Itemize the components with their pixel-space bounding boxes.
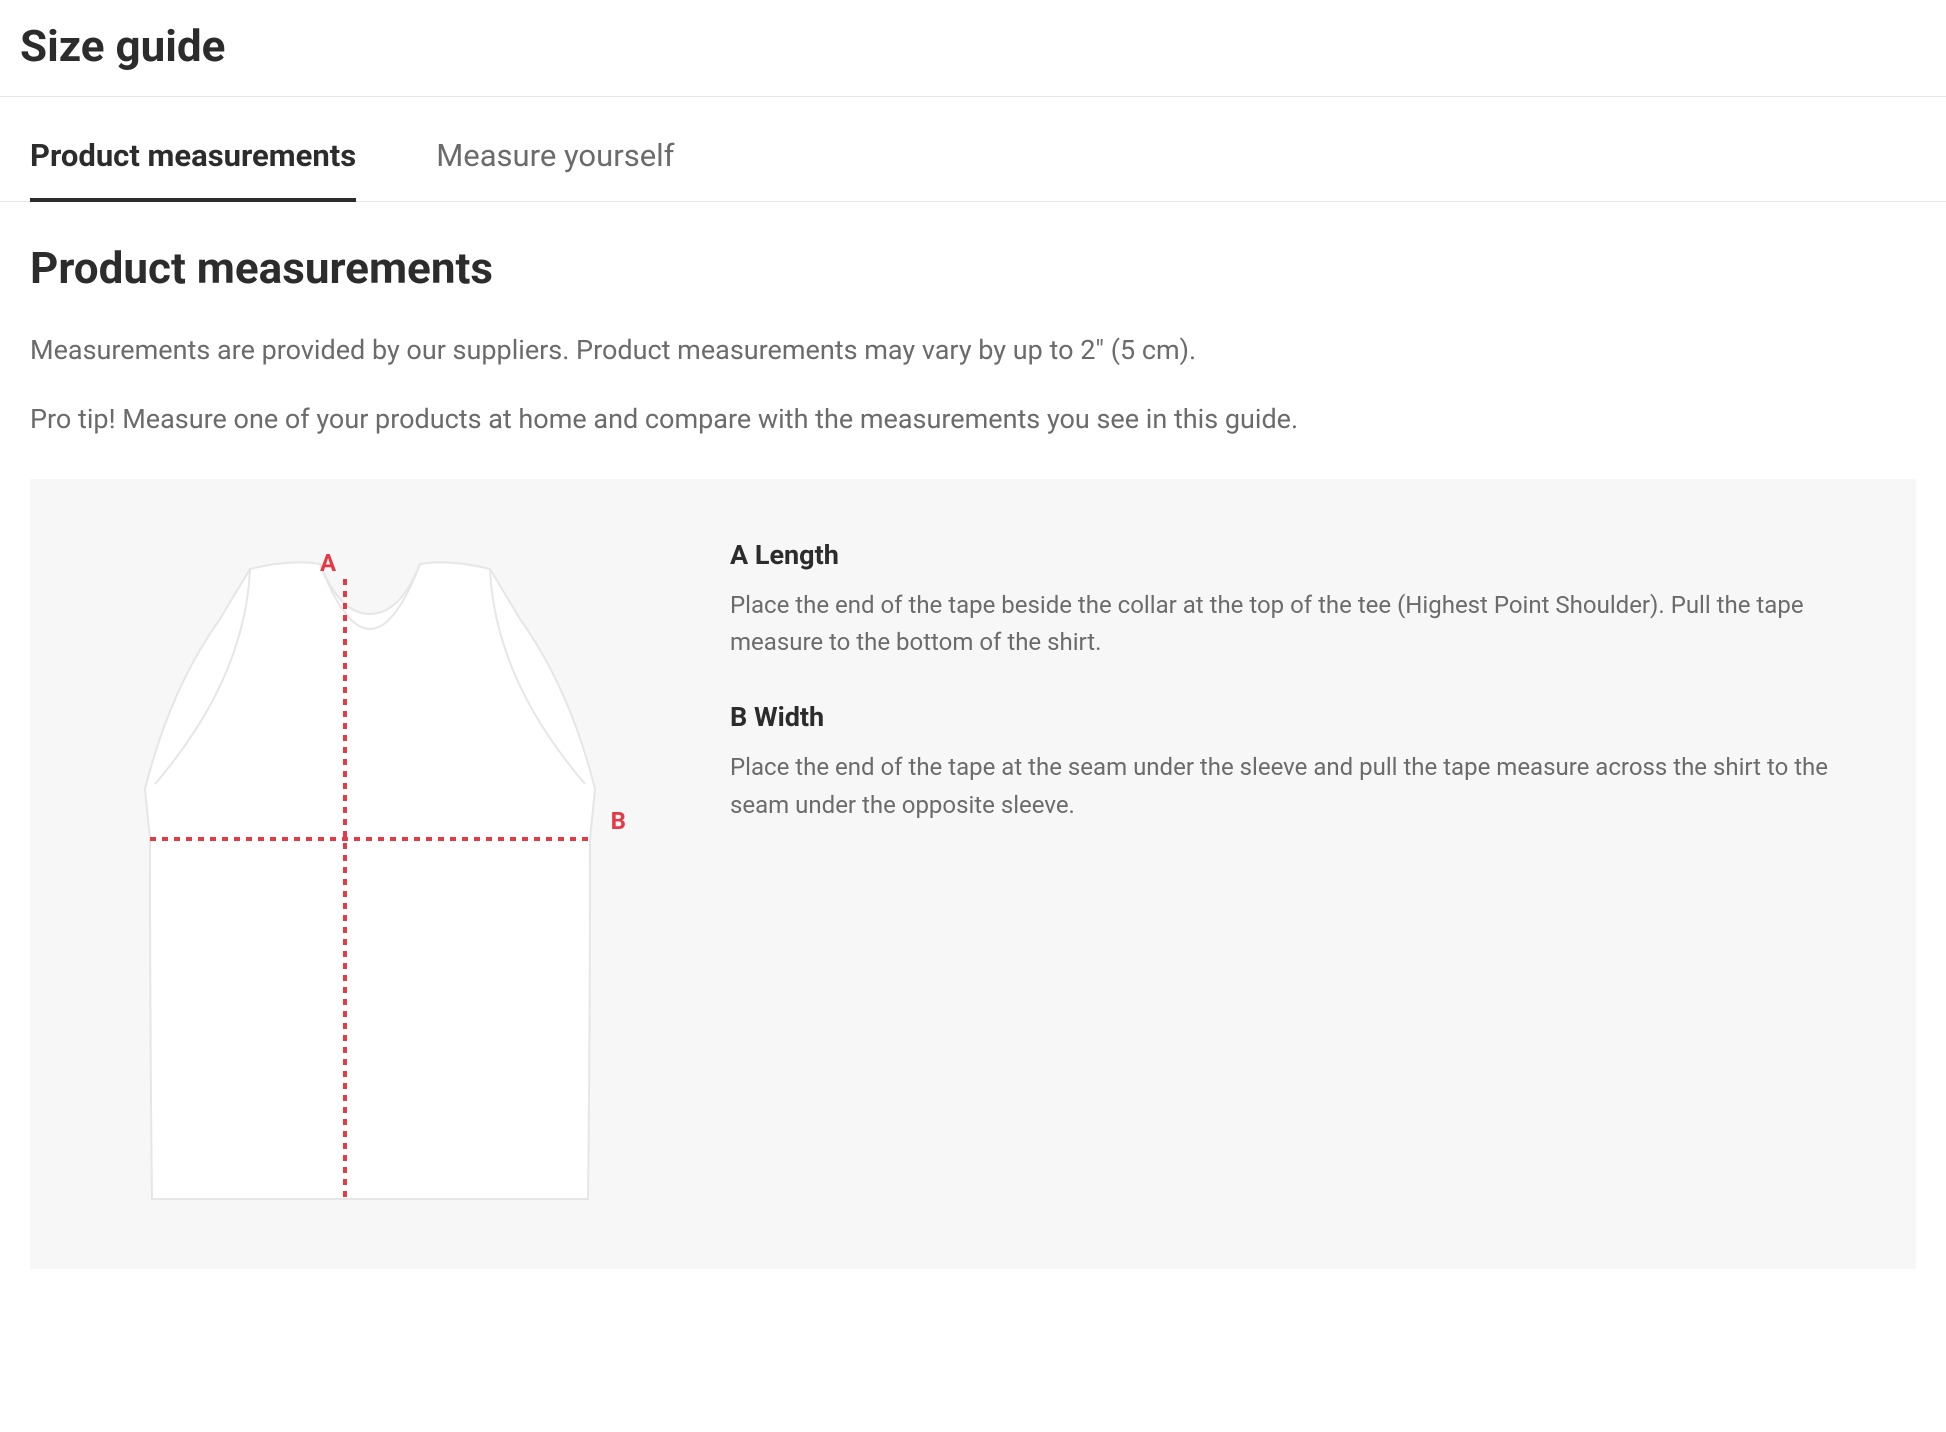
measure-a-desc: Place the end of the tape beside the col…: [730, 587, 1856, 661]
diagram-label-b: B: [611, 807, 626, 835]
intro-text-2: Pro tip! Measure one of your products at…: [30, 399, 1916, 440]
intro-text-1: Measurements are provided by our supplie…: [30, 330, 1916, 371]
tank-top-diagram-icon: [90, 529, 650, 1219]
measure-a-title: A Length: [730, 539, 1856, 571]
measure-b-title: B Width: [730, 701, 1856, 733]
page-title: Size guide: [0, 0, 1946, 96]
content-area: Product measurements Measurements are pr…: [0, 202, 1946, 1299]
product-illustration: A B: [90, 529, 650, 1219]
section-heading: Product measurements: [30, 242, 1916, 294]
measure-b-desc: Place the end of the tape at the seam un…: [730, 749, 1856, 823]
measurement-panel: A B A Length Place the end of the tape b…: [30, 479, 1916, 1269]
tab-product-measurements[interactable]: Product measurements: [30, 137, 356, 202]
tab-measure-yourself[interactable]: Measure yourself: [436, 137, 674, 202]
diagram-label-a: A: [320, 549, 336, 577]
tabs-container: Product measurements Measure yourself: [0, 97, 1946, 202]
measurement-text: A Length Place the end of the tape besid…: [730, 529, 1856, 864]
